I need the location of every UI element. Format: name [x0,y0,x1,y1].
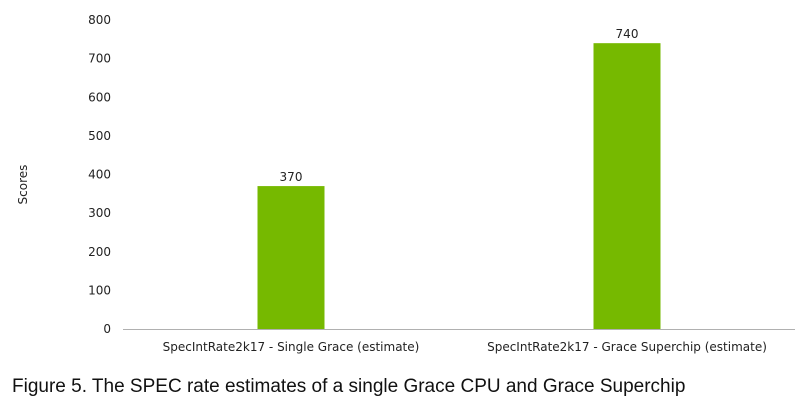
bar-data-label: 740 [616,27,639,41]
bars: 370 740 [257,27,661,330]
y-tick-label: 400 [88,168,111,182]
bar-data-label: 370 [280,170,303,184]
y-axis-ticks: 0 100 200 300 400 500 600 700 800 [88,13,111,336]
y-tick-label: 500 [88,129,111,143]
y-tick-label: 200 [88,245,111,259]
figure-caption: Figure 5. The SPEC rate estimates of a s… [12,376,686,397]
y-tick-label: 600 [88,90,111,104]
y-tick-label: 700 [88,52,111,66]
y-tick-label: 300 [88,206,111,220]
y-axis-label: Scores [16,165,30,205]
x-category-label: SpecIntRate2k17 - Single Grace (estimate… [163,340,420,354]
bar [593,43,661,330]
bar [257,186,325,329]
x-category-label: SpecIntRate2k17 - Grace Superchip (estim… [487,340,767,354]
bar-chart: 0 100 200 300 400 500 600 700 800 370 740 SpecInt… [16,13,795,354]
y-tick-label: 100 [88,283,111,297]
y-tick-label: 800 [88,13,111,27]
y-tick-label: 0 [103,322,111,336]
category-labels: SpecIntRate2k17 - Single Grace (estimate… [163,340,767,354]
